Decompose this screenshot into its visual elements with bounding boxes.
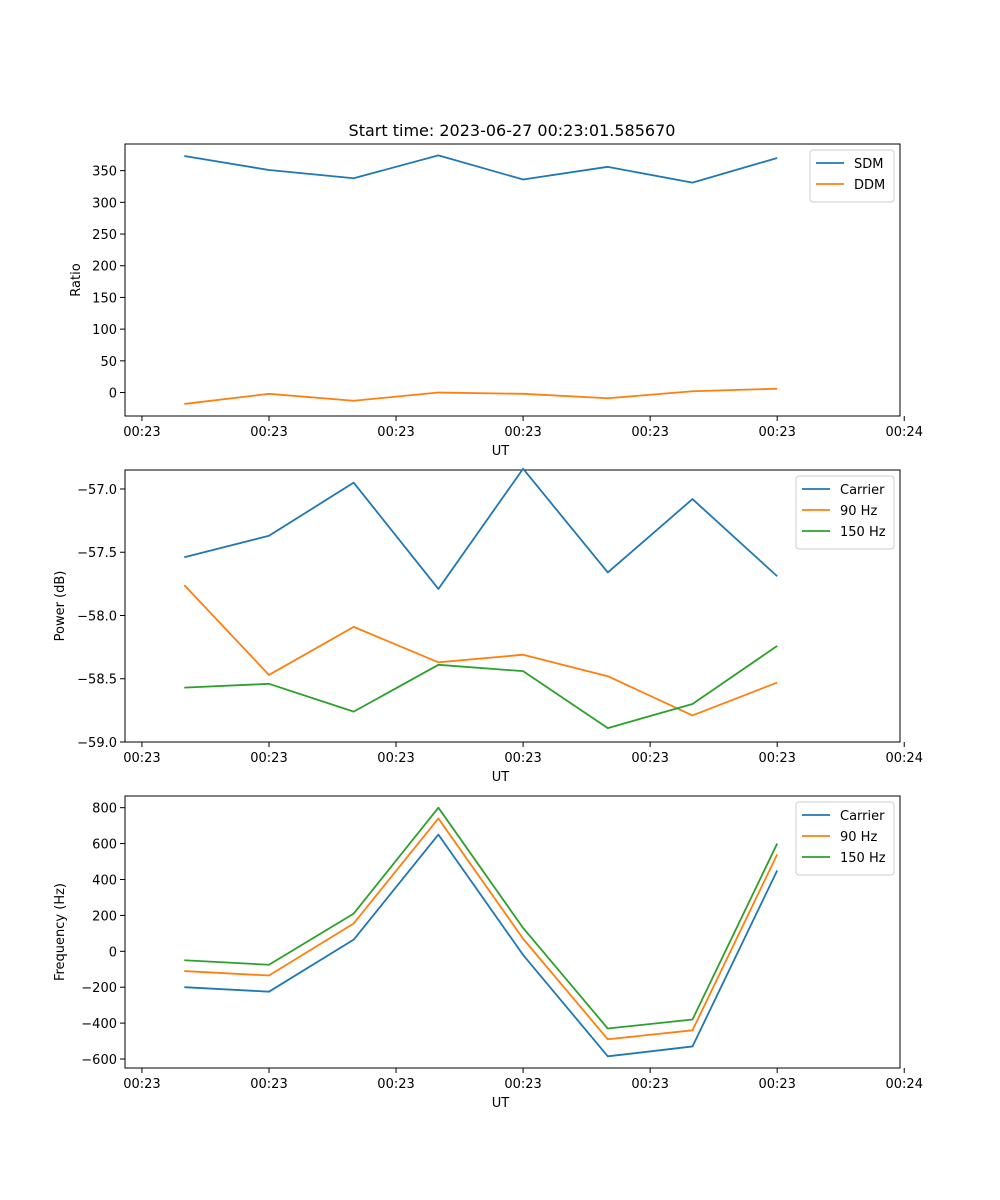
legend-label: 90 Hz: [840, 504, 877, 519]
x-tick-label: 00:23: [758, 751, 795, 766]
legend-label: 90 Hz: [840, 830, 877, 845]
legend-label: 150 Hz: [840, 851, 886, 866]
y-axis-label: Frequency (Hz): [53, 883, 68, 981]
x-tick-label: 00:24: [886, 751, 923, 766]
y-axis-label: Power (dB): [53, 571, 68, 642]
x-tick-label: 00:23: [250, 1077, 287, 1092]
x-tick-label: 00:24: [886, 1077, 923, 1092]
legend-label: Carrier: [840, 809, 885, 824]
y-tick-label: 0: [109, 945, 117, 960]
y-tick-label: 350: [92, 165, 117, 180]
x-tick-label: 00:23: [758, 425, 795, 440]
legend-label: 150 Hz: [840, 525, 886, 540]
legend-label: SDM: [854, 157, 883, 172]
x-tick-label: 00:23: [758, 1077, 795, 1092]
y-axis-label: Ratio: [69, 263, 84, 296]
legend: Carrier 90 Hz 150 Hz: [795, 801, 895, 876]
x-axis-label: UT: [492, 770, 510, 785]
x-tick-label: 00:23: [123, 425, 160, 440]
chart-panel-1: 00:23 00:23 00:23 00:23 00:23 00:23 00:24 0 50 10…: [69, 143, 923, 459]
x-tick-label: 00:23: [631, 751, 668, 766]
legend: SDM DDM: [809, 149, 895, 203]
y-tick-label: −57.0: [77, 483, 117, 498]
x-tick-label: 00:23: [250, 751, 287, 766]
series-line-ddm: [184, 387, 778, 405]
x-tick-label: 00:23: [123, 1077, 160, 1092]
plot-frame: [124, 795, 901, 1069]
series-line-150-hz: [184, 806, 778, 1030]
series-line-90-hz: [183, 584, 778, 717]
series-line-90-hz: [184, 817, 778, 1041]
x-tick-label: 00:23: [377, 1077, 414, 1092]
series-line-carrier: [184, 833, 778, 1058]
y-tick-label: −57.5: [77, 546, 117, 561]
plot-frame: [124, 143, 901, 417]
x-tick-label: 00:23: [504, 425, 541, 440]
y-tick-label: 400: [92, 873, 117, 888]
y-tick-label: −600: [81, 1053, 117, 1068]
x-axis-label: UT: [492, 444, 510, 459]
y-tick-label: −59.0: [77, 736, 117, 751]
y-tick-label: 200: [92, 260, 117, 275]
y-tick-label: 0: [109, 387, 117, 402]
x-tick-label: 00:23: [377, 425, 414, 440]
x-tick-label: 00:23: [631, 1077, 668, 1092]
y-tick-label: 150: [92, 291, 117, 306]
series-line-carrier: [184, 467, 778, 590]
y-tick-label: 50: [100, 355, 117, 370]
y-tick-label: 800: [92, 802, 117, 817]
chart-panel-3: 00:23 00:23 00:23 00:23 00:23 00:23 00:24 −600 −…: [53, 795, 923, 1111]
y-tick-label: −200: [81, 981, 117, 996]
x-tick-label: 00:23: [250, 425, 287, 440]
legend-label: DDM: [854, 178, 885, 193]
legend: Carrier 90 Hz 150 Hz: [795, 475, 895, 550]
plot-frame: [124, 469, 901, 743]
x-tick-label: 00:23: [504, 751, 541, 766]
x-axis-label: UT: [492, 1096, 510, 1111]
y-tick-label: −58.0: [77, 609, 117, 624]
x-tick-label: 00:24: [886, 425, 923, 440]
series-line-150-hz: [184, 645, 778, 729]
y-tick-label: 100: [92, 323, 117, 338]
y-tick-label: 600: [92, 838, 117, 853]
legend-label: Carrier: [840, 483, 885, 498]
y-tick-label: −58.5: [77, 673, 117, 688]
y-tick-label: −400: [81, 1017, 117, 1032]
x-tick-label: 00:23: [377, 751, 414, 766]
chart-panel-2: 00:23 00:23 00:23 00:23 00:23 00:23 00:24 −59.0…: [53, 467, 923, 785]
x-tick-label: 00:23: [631, 425, 668, 440]
x-tick-label: 00:23: [123, 751, 160, 766]
x-tick-label: 00:23: [504, 1077, 541, 1092]
y-tick-label: 250: [92, 228, 117, 243]
y-tick-label: 300: [92, 196, 117, 211]
chart-title: Start time: 2023-06-27 00:23:01.585670: [349, 121, 676, 140]
y-tick-label: 200: [92, 909, 117, 924]
series-line-sdm: [184, 154, 778, 184]
chart-panels: 00:23 00:23 00:23 00:23 00:23 00:23 00:24 0 50 10…: [53, 143, 923, 1111]
